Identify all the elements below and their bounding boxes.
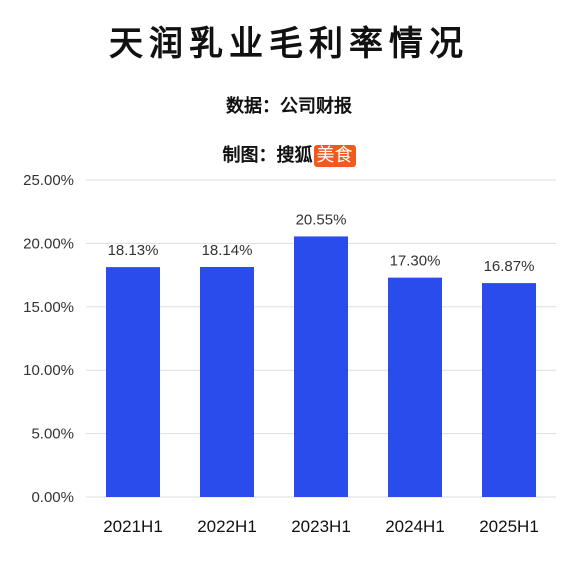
data-label: 16.87% xyxy=(484,258,535,275)
data-label: 20.55% xyxy=(296,211,347,228)
chart-title: 天润乳业毛利率情况 xyxy=(109,24,469,64)
data-source-value: 公司财报 xyxy=(280,96,352,117)
chart-maker-name: 搜狐 xyxy=(276,145,313,166)
y-tick-label: 15.00% xyxy=(23,299,74,316)
data-label: 18.13% xyxy=(108,242,159,259)
bar xyxy=(294,236,348,497)
x-tick-label: 2021H1 xyxy=(103,517,163,536)
y-axis-ticks: 0.00% 5.00% 10.00% 15.00% 20.00% 25.00% xyxy=(23,172,74,506)
data-label: 17.30% xyxy=(390,253,441,270)
chart-maker-label: 制图： xyxy=(222,145,277,166)
y-tick-label: 20.00% xyxy=(23,235,74,252)
bars xyxy=(106,236,536,497)
x-tick-label: 2025H1 xyxy=(479,517,539,536)
x-axis-ticks: 2021H1 2022H1 2023H1 2024H1 2025H1 xyxy=(103,517,539,536)
bar xyxy=(200,266,254,497)
data-label: 18.14% xyxy=(202,242,253,259)
y-tick-label: 0.00% xyxy=(31,489,74,506)
bar xyxy=(106,267,160,497)
bar xyxy=(388,277,442,497)
data-source-line: 数据：公司财报 xyxy=(0,95,578,119)
chart-maker-badge: 美食 xyxy=(313,145,356,167)
bar xyxy=(482,283,536,497)
data-labels: 18.13% 18.14% 20.55% 17.30% 16.87% xyxy=(108,211,535,275)
x-tick-label: 2022H1 xyxy=(197,517,257,536)
y-tick-label: 5.00% xyxy=(31,426,74,443)
x-tick-label: 2024H1 xyxy=(385,517,445,536)
chart-maker-line: 制图：搜狐 美食 xyxy=(0,144,578,168)
data-source-label: 数据： xyxy=(226,96,280,117)
y-tick-label: 25.00% xyxy=(23,172,74,189)
x-tick-label: 2023H1 xyxy=(291,517,351,536)
y-tick-label: 10.00% xyxy=(23,362,74,379)
